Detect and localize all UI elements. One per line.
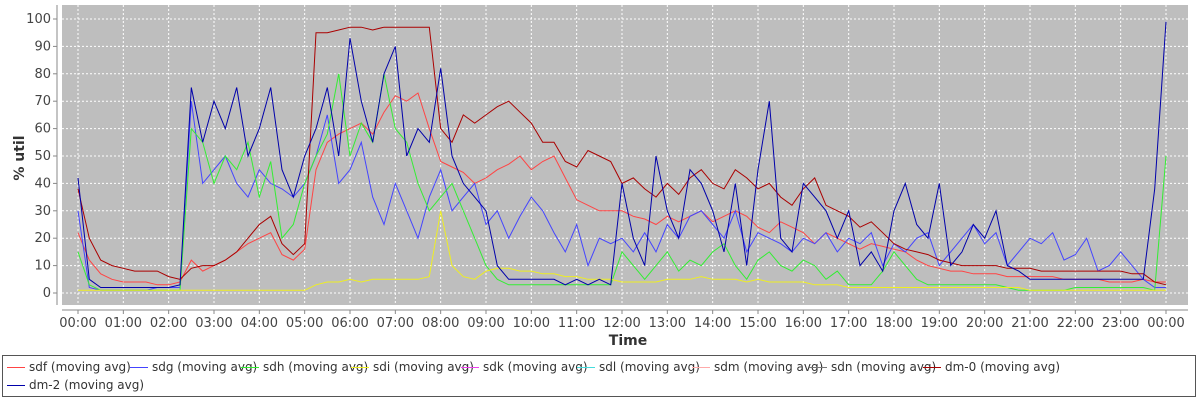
x-tick-label: 03:00 xyxy=(195,316,232,331)
legend-label: sdl (moving avg) xyxy=(599,360,700,374)
legend-label: sdg (moving avg) xyxy=(152,360,258,374)
plot-area xyxy=(62,5,1188,305)
x-tick-label: 00:00 xyxy=(1147,316,1184,331)
series-line-sdh xyxy=(77,73,1167,291)
y-tick-label: 20 xyxy=(34,231,51,246)
y-tick-label: 40 xyxy=(34,176,51,191)
series-line-sdi xyxy=(78,210,1166,291)
legend-swatch xyxy=(923,367,941,368)
legend-item: dm-0 (moving avg) xyxy=(923,360,1060,374)
legend: sdf (moving avg) sdg (moving avg) sdh (mov… xyxy=(2,355,1196,397)
y-tick-label: 60 xyxy=(34,122,51,137)
x-tick-label: 12:00 xyxy=(603,316,640,331)
legend-swatch xyxy=(577,367,595,368)
legend-swatch xyxy=(130,367,148,368)
legend-item: dm-2 (moving avg) xyxy=(7,378,144,392)
legend-swatch xyxy=(692,367,710,368)
x-tick-label: 21:00 xyxy=(1011,316,1048,331)
legend-item: sdh (moving avg) xyxy=(241,360,368,374)
x-tick-label: 06:00 xyxy=(331,316,368,331)
x-tick-label: 13:00 xyxy=(649,316,686,331)
x-tick-label: 09:00 xyxy=(467,316,504,331)
legend-swatch xyxy=(351,367,369,368)
y-tick-label: 70 xyxy=(34,94,51,109)
legend-swatch xyxy=(241,367,259,368)
legend-swatch xyxy=(461,367,479,368)
y-axis-title: % util xyxy=(12,135,28,180)
x-tick-label: 19:00 xyxy=(921,316,958,331)
x-tick-label: 15:00 xyxy=(739,316,776,331)
y-tick-label: 100 xyxy=(26,12,51,27)
y-tick-label: 10 xyxy=(34,259,51,274)
legend-item: sdg (moving avg) xyxy=(130,360,257,374)
legend-label: dm-2 (moving avg) xyxy=(29,378,145,392)
series-lines xyxy=(77,21,1167,291)
x-tick-label: 07:00 xyxy=(377,316,414,331)
x-tick-label: 22:00 xyxy=(1057,316,1094,331)
legend-item: sdm (moving avg) xyxy=(692,360,823,374)
legend-swatch xyxy=(7,385,25,386)
legend-label: sdi (moving avg) xyxy=(373,360,474,374)
legend-label: sdm (moving avg) xyxy=(714,360,824,374)
legend-item: sdf (moving avg) xyxy=(7,360,131,374)
x-tick-label: 23:00 xyxy=(1102,316,1139,331)
legend-swatch xyxy=(809,367,827,368)
series-line-sdg xyxy=(77,101,1166,291)
x-tick-label: 05:00 xyxy=(286,316,323,331)
y-tick-label: 80 xyxy=(34,67,51,82)
legend-label: dm-0 (moving avg) xyxy=(945,360,1061,374)
x-tick-label: 16:00 xyxy=(785,316,822,331)
y-axis-ticks: 0 10 20 30 40 50 60 70 80 90 100 xyxy=(26,12,57,301)
x-tick-label: 17:00 xyxy=(830,316,867,331)
y-tick-label: 0 xyxy=(43,286,51,301)
legend-label: sdh (moving avg) xyxy=(263,360,369,374)
y-tick-label: 30 xyxy=(34,204,51,219)
legend-item: sdi (moving avg) xyxy=(351,360,474,374)
x-tick-label: 20:00 xyxy=(966,316,1003,331)
legend-label: sdn (moving avg) xyxy=(831,360,937,374)
x-tick-label: 11:00 xyxy=(558,316,595,331)
legend-item: sdl (moving avg) xyxy=(577,360,700,374)
x-tick-label: 01:00 xyxy=(105,316,142,331)
x-tick-label: 02:00 xyxy=(150,316,187,331)
x-axis-title: Time xyxy=(609,333,647,349)
y-tick-label: 90 xyxy=(34,39,51,54)
legend-label: sdk (moving avg) xyxy=(483,360,588,374)
x-tick-label: 00:00 xyxy=(59,316,96,331)
series-line-dm-2 xyxy=(77,21,1167,288)
x-tick-label: 04:00 xyxy=(241,316,278,331)
line-chart: 0 10 20 30 40 50 60 70 80 90 100 00:00 01:00 02:00 03… xyxy=(12,5,1188,349)
x-tick-label: 14:00 xyxy=(694,316,731,331)
legend-label: sdf (moving avg) xyxy=(29,360,131,374)
x-tick-label: 08:00 xyxy=(422,316,459,331)
y-tick-label: 50 xyxy=(34,149,51,164)
legend-item: sdn (moving avg) xyxy=(809,360,936,374)
series-line-sdf xyxy=(77,92,1166,286)
x-tick-label: 10:00 xyxy=(513,316,550,331)
x-tick-label: 18:00 xyxy=(875,316,912,331)
legend-swatch xyxy=(7,367,25,368)
legend-item: sdk (moving avg) xyxy=(461,360,588,374)
x-axis-ticks: 00:00 01:00 02:00 03:00 04:00 05:00 06:00 07:00… xyxy=(59,310,1185,331)
